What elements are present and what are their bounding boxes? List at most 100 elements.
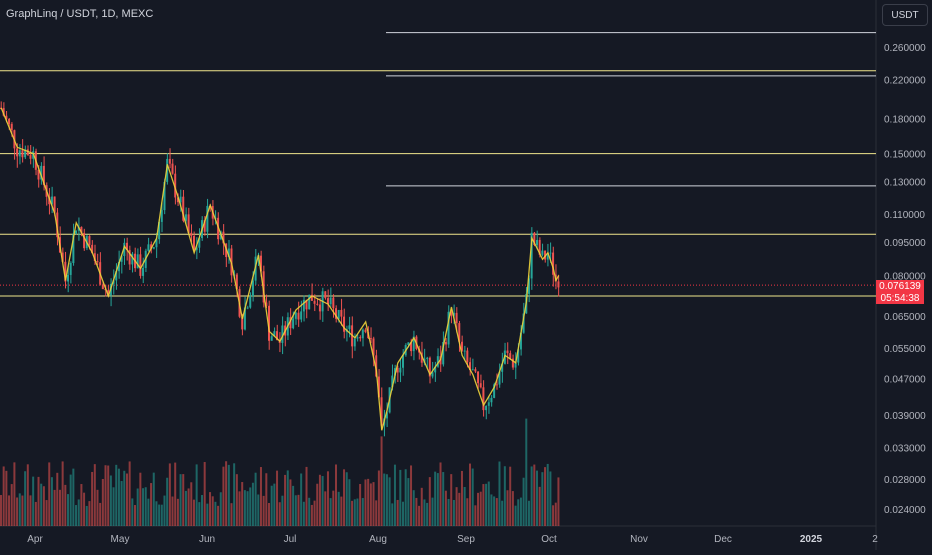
chart-title: GraphLinq / USDT, 1D, MEXC	[6, 8, 154, 20]
volume-bar	[219, 492, 222, 526]
candle-body	[434, 366, 437, 373]
y-tick-label: 0.039000	[884, 411, 926, 422]
volume-bar	[268, 502, 270, 526]
candle-body	[450, 311, 453, 316]
candle-body	[335, 308, 337, 319]
candle-body	[436, 356, 439, 367]
volume-bar	[5, 470, 8, 526]
volume-bar	[91, 471, 94, 526]
x-tick-label: 2025	[800, 534, 823, 545]
volume-bar	[423, 499, 426, 526]
volume-bar	[396, 499, 399, 526]
candle-body	[281, 325, 284, 343]
candle-body	[176, 197, 179, 203]
candle-body	[16, 148, 19, 157]
volume-bar	[176, 498, 179, 526]
volume-bar	[407, 478, 410, 526]
x-tick-label: Aug	[369, 534, 387, 545]
volume-bar	[262, 495, 265, 526]
volume-bar	[388, 477, 391, 526]
volume-bar	[452, 499, 455, 526]
volume-bar	[198, 502, 201, 526]
last-price-badge: 0.076139	[876, 280, 924, 292]
candle-body	[463, 350, 466, 352]
volume-bar	[297, 494, 300, 526]
candle-body	[56, 212, 59, 238]
volume-bar	[104, 465, 107, 526]
candle-body	[359, 337, 362, 339]
candle-body	[324, 291, 327, 299]
candle-body	[546, 253, 549, 260]
volume-bar	[246, 491, 249, 526]
volume-bar	[249, 487, 252, 526]
volume-bar	[482, 484, 485, 526]
candle-body	[479, 383, 482, 388]
volume-bar	[292, 485, 295, 526]
candle-body	[5, 115, 8, 119]
volume-bar	[337, 491, 340, 526]
x-tick-label: Oct	[541, 534, 557, 545]
volume-bar	[286, 470, 289, 526]
candle-body	[273, 331, 276, 337]
volume-bar	[533, 464, 536, 526]
volume-bar	[501, 500, 504, 526]
volume-bar	[324, 491, 327, 526]
volume-bar	[431, 497, 434, 526]
volume-bar	[24, 471, 27, 526]
volume-bar	[64, 484, 67, 526]
volume-bar	[182, 474, 185, 526]
candle-body	[544, 250, 547, 260]
volume-bar	[80, 484, 83, 526]
candle-body	[541, 250, 544, 255]
candle-body	[460, 341, 463, 351]
volume-bar	[58, 489, 61, 526]
candle-body	[96, 261, 99, 263]
candle-body	[310, 294, 313, 301]
volume-bar	[519, 497, 522, 526]
candle-body	[329, 297, 332, 305]
volume-bar	[235, 474, 238, 526]
candle-body	[50, 196, 53, 205]
volume-bar	[385, 474, 388, 526]
volume-bar	[166, 477, 169, 526]
candle-body	[420, 352, 423, 363]
x-tick-label: Jul	[284, 534, 297, 545]
candle-body	[24, 149, 27, 158]
volume-bar	[29, 495, 32, 526]
candle-body	[410, 342, 413, 352]
y-tick-label: 0.110000	[884, 210, 925, 221]
volume-bar	[294, 495, 297, 526]
volume-bar	[72, 468, 75, 526]
candle-body	[77, 226, 80, 231]
volume-bar	[372, 482, 375, 526]
candle-body	[527, 278, 530, 294]
y-tick-label: 0.080000	[884, 272, 926, 283]
candle-body	[380, 397, 383, 426]
candle-body	[444, 341, 447, 345]
volume-bar	[187, 488, 190, 526]
candle-body	[300, 311, 303, 320]
volume-bar	[109, 475, 112, 526]
volume-bar	[48, 462, 51, 526]
candle-body	[190, 232, 193, 236]
candle-body	[192, 235, 195, 251]
candle-body	[91, 244, 94, 254]
volume-bar	[511, 491, 514, 526]
candle-body	[203, 220, 206, 232]
volume-bar	[361, 498, 364, 526]
volume-bar	[96, 489, 99, 526]
candle-body	[305, 299, 308, 310]
volume-bar	[69, 474, 72, 526]
volume-bar	[179, 474, 182, 526]
candle-body	[402, 355, 404, 368]
volume-bar	[345, 472, 348, 526]
volume-bar	[88, 501, 91, 526]
volume-bar	[150, 483, 153, 526]
candle-body	[163, 181, 166, 211]
candle-body	[455, 312, 458, 324]
candle-body	[227, 248, 230, 258]
x-tick-label: 2	[872, 534, 878, 545]
currency-button[interactable]: USDT	[882, 4, 928, 26]
